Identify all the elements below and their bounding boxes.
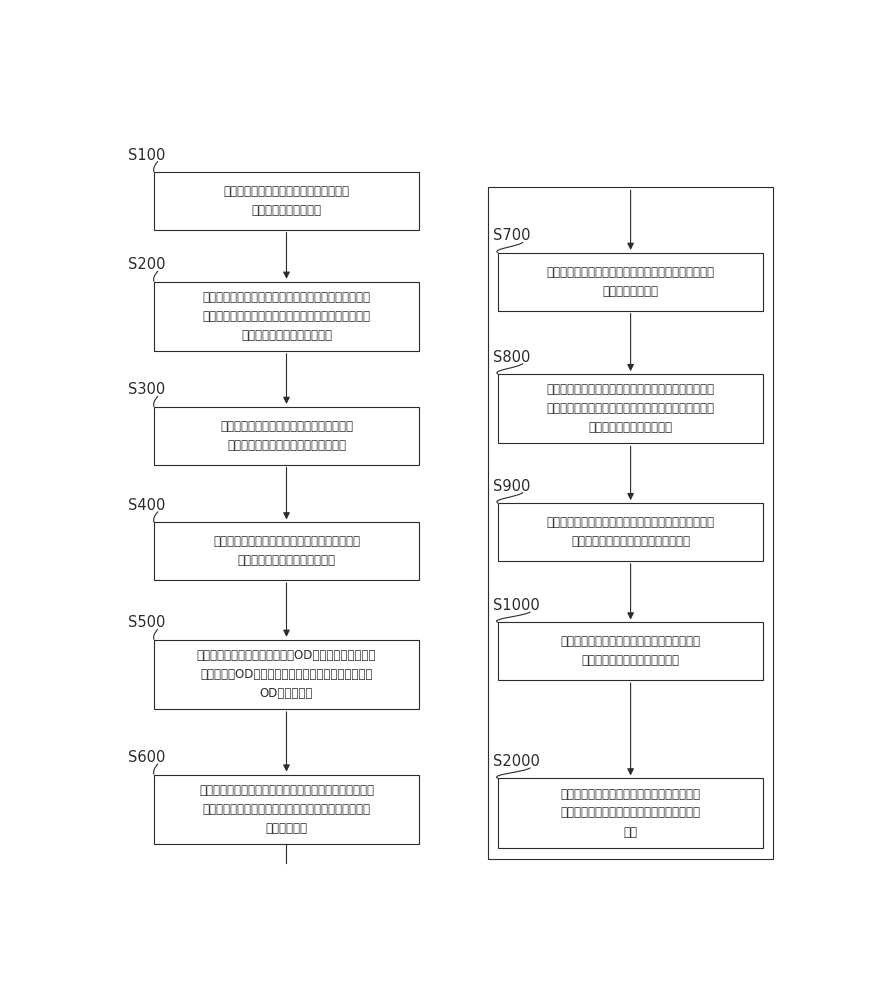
Bar bbox=[498, 778, 763, 848]
Text: S600: S600 bbox=[128, 750, 165, 765]
Bar bbox=[498, 503, 763, 561]
Text: 获取样本社区的基站间日常活动OD联系数据表，将基站
间日常活动OD联系数据表转换为现状地块间日常活动
OD联系数据表: 获取样本社区的基站间日常活动OD联系数据表，将基站 间日常活动OD联系数据表转换… bbox=[197, 649, 377, 700]
Text: 基于城市更新的规划方案，生成规划实施
后的规划空间数据底板: 基于城市更新的规划方案，生成规划实施 后的规划空间数据底板 bbox=[224, 185, 350, 217]
Bar bbox=[154, 522, 419, 580]
Text: 根据规划空间指标设置阈值，基于阈值在规划方
案所在城市中识别目标样本社区: 根据规划空间指标设置阈值，基于阈值在规划方 案所在城市中识别目标样本社区 bbox=[213, 535, 360, 567]
Text: S300: S300 bbox=[128, 382, 165, 397]
Text: S1000: S1000 bbox=[494, 598, 540, 613]
Text: S900: S900 bbox=[494, 479, 531, 494]
Text: 测算样本社区的居住地块和活动地块的自变量指标，得
到回归变量指标表: 测算样本社区的居住地块和活动地块的自变量指标，得 到回归变量指标表 bbox=[547, 266, 715, 298]
Text: 将回归变量指标表的变量值代入所述多元线性回归方程
解出待定系数，基于待定系数生成日常活动联系频次与
地块自变量指标的定量模型: 将回归变量指标表的变量值代入所述多元线性回归方程 解出待定系数，基于待定系数生成… bbox=[547, 383, 715, 434]
Text: 基于重力模型建立地块间的日常活动联系模拟预测模型，
形成构建日常活动联系频次与地块自变量指标间的多元
线性回归方程: 基于重力模型建立地块间的日常活动联系模拟预测模型， 形成构建日常活动联系频次与地… bbox=[199, 784, 374, 835]
Bar bbox=[498, 622, 763, 680]
Bar bbox=[154, 774, 419, 844]
Text: S500: S500 bbox=[128, 615, 165, 630]
Text: 识别现状居住地块的现状社区生活圈，对规划
实施前后的社区生活圈的优化程度及影响进行
评估: 识别现状居住地块的现状社区生活圈，对规划 实施前后的社区生活圈的优化程度及影响进… bbox=[560, 788, 701, 838]
Text: 基于规划空间数据底板，测算规划方案所在
研究单元在规划实施后的规划空间指标: 基于规划空间数据底板，测算规划方案所在 研究单元在规划实施后的规划空间指标 bbox=[220, 420, 353, 452]
Bar bbox=[154, 282, 419, 351]
Text: 加载规划方案所在城市的研究单元边界，得到研究单元
的矢量边界数据；基于矢量边界数据和现状空间数据，
测算研究单元的现状空间指标: 加载规划方案所在城市的研究单元边界，得到研究单元 的矢量边界数据；基于矢量边界数… bbox=[202, 291, 370, 342]
Bar bbox=[488, 187, 773, 859]
Text: S400: S400 bbox=[128, 498, 165, 513]
Bar bbox=[154, 640, 419, 709]
Bar bbox=[498, 253, 763, 311]
Text: S700: S700 bbox=[494, 228, 531, 243]
Bar bbox=[154, 172, 419, 230]
Text: S200: S200 bbox=[128, 257, 166, 272]
Bar bbox=[154, 407, 419, 465]
Text: S2000: S2000 bbox=[494, 754, 540, 769]
Bar bbox=[498, 374, 763, 443]
Text: 基于预测日常活动联系频次，预测规划实施后
规划居住地块的规划社区生活圈: 基于预测日常活动联系频次，预测规划实施后 规划居住地块的规划社区生活圈 bbox=[560, 635, 701, 667]
Text: S100: S100 bbox=[128, 148, 165, 163]
Text: 基于所述定量模型，模拟规划实施后的规划居住地块与
周边地块之间的预测日常活动联系频次: 基于所述定量模型，模拟规划实施后的规划居住地块与 周边地块之间的预测日常活动联系… bbox=[547, 516, 715, 548]
Text: S800: S800 bbox=[494, 350, 531, 365]
